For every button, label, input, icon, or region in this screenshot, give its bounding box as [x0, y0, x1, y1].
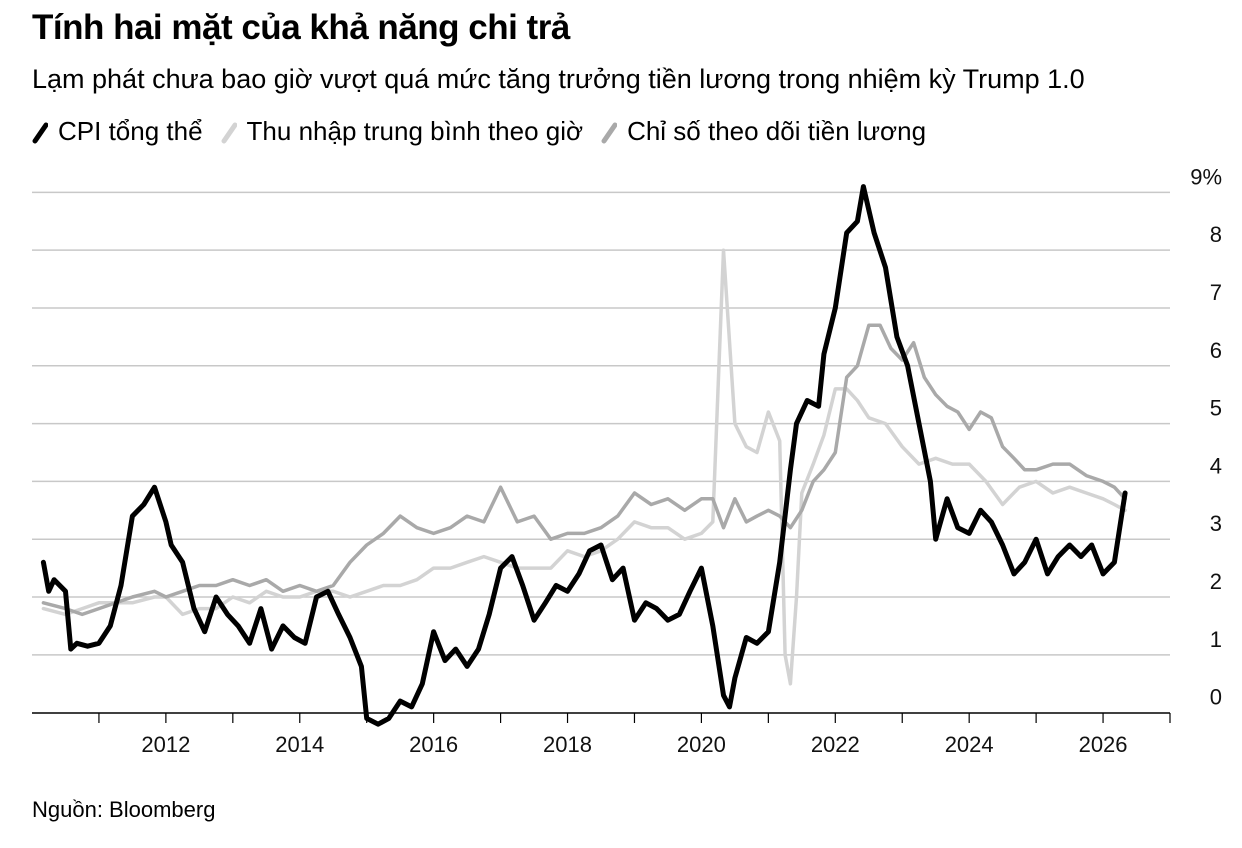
- y-tick-label-9: 9%: [1190, 164, 1222, 189]
- x-tick-label-2016: 2016: [409, 732, 458, 757]
- line-chart: 0 1 2 3 4 5 6 7 8 9% 2012 2014 2016 2018 2020 2022 2024 2…: [32, 164, 1222, 757]
- legend-label-wage: Chỉ số theo dõi tiền lương: [627, 116, 927, 146]
- chart-subtitle: Lạm phát chưa bao giờ vượt quá mức tăng …: [32, 64, 1085, 94]
- x-tick-label-2012: 2012: [141, 732, 190, 757]
- y-tick-label-2: 2: [1210, 569, 1222, 594]
- y-tick-label-1: 1: [1210, 627, 1222, 652]
- y-tick-label-6: 6: [1210, 338, 1222, 363]
- y-tick-label-7: 7: [1210, 280, 1222, 305]
- x-tick-label-2022: 2022: [811, 732, 860, 757]
- legend-swatch-ahe: [221, 119, 237, 145]
- series-line-wage: [41, 323, 1127, 617]
- x-tick-label-2024: 2024: [945, 732, 994, 757]
- x-tick-label-2026: 2026: [1079, 732, 1128, 757]
- y-tick-label-8: 8: [1210, 222, 1222, 247]
- legend-item-ahe: Thu nhập trung bình theo giờ: [221, 116, 584, 147]
- y-tick-label-4: 4: [1210, 453, 1222, 478]
- y-tick-label-3: 3: [1210, 511, 1222, 536]
- y-tick-label-5: 5: [1210, 396, 1222, 421]
- y-tick-label-0: 0: [1210, 685, 1222, 710]
- source-note: Nguồn: Bloomberg: [32, 797, 216, 822]
- legend-item-wage: Chỉ số theo dõi tiền lương: [601, 116, 926, 147]
- x-tick-label-2020: 2020: [677, 732, 726, 757]
- x-tick-label-2014: 2014: [275, 732, 324, 757]
- x-tick-label-2018: 2018: [543, 732, 592, 757]
- legend: CPI tổng thể Thu nhập trung bình theo gi…: [32, 116, 926, 147]
- legend-label-cpi: CPI tổng thể: [58, 116, 203, 146]
- series-line-ahe: [41, 248, 1127, 686]
- legend-item-cpi: CPI tổng thể: [32, 116, 203, 147]
- chart-title: Tính hai mặt của khả năng chi trả: [32, 8, 570, 47]
- legend-swatch-wage: [601, 119, 618, 145]
- legend-swatch-cpi: [32, 119, 48, 145]
- legend-label-ahe: Thu nhập trung bình theo giờ: [246, 116, 584, 146]
- series-line-cpi: [40, 184, 1128, 727]
